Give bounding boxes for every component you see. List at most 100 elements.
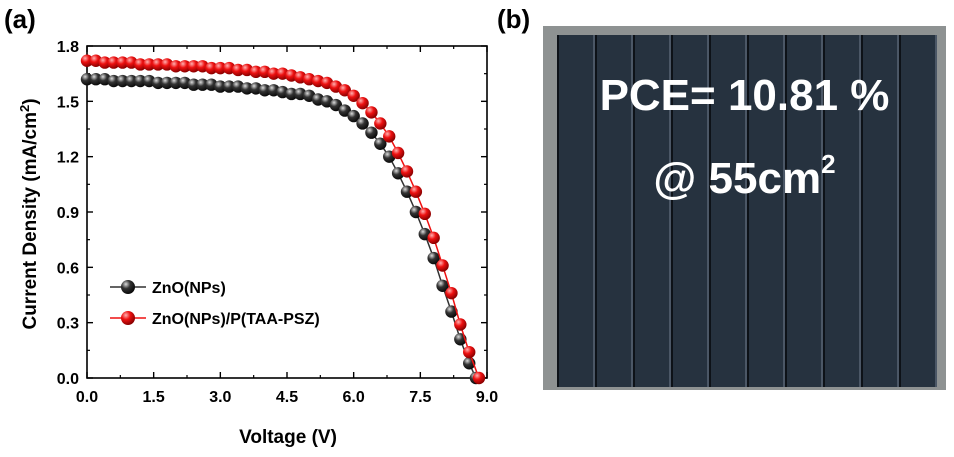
data-point-series-0 (89, 73, 103, 86)
data-point-series-1 (356, 96, 369, 110)
data-point-series-1 (418, 207, 431, 221)
y-axis-label-sup: 2 (17, 105, 32, 112)
data-point-series-0 (223, 80, 236, 93)
jv-chart: Current Density (mA/cm2) Voltage (V) 0.0… (17, 39, 498, 448)
y-tick-label: 0.6 (57, 260, 79, 277)
data-point-series-0 (400, 185, 414, 198)
y-tick-label: 0.3 (57, 316, 79, 333)
data-point-series-0 (160, 76, 174, 90)
y-axis-label: Current Density (mA/cm2) (17, 98, 41, 329)
y-tick-label: 1.5 (57, 94, 79, 111)
data-point-series-1 (427, 231, 440, 245)
cell-strip (671, 35, 709, 387)
data-point-series-1 (187, 60, 200, 73)
cell-strip (785, 35, 823, 387)
x-tick-label: 1.5 (143, 389, 165, 406)
data-point-series-0 (80, 73, 94, 86)
data-point-series-1 (374, 117, 387, 130)
data-point-series-0 (134, 74, 147, 88)
data-point-series-1 (134, 58, 147, 71)
data-point-series-1 (178, 60, 191, 73)
data-point-series-0 (427, 251, 440, 265)
data-point-series-1 (98, 56, 111, 69)
legend-marker-0 (121, 280, 135, 294)
data-point-series-1 (454, 318, 467, 331)
data-point-series-0 (125, 74, 138, 88)
series-line-0 (87, 78, 477, 379)
cell-strip (557, 35, 595, 387)
y-tick-label: 1.8 (57, 39, 79, 56)
series-line-1 (87, 60, 480, 379)
cell-strip (595, 35, 633, 387)
cell-strip (709, 35, 747, 387)
x-tick-label: 6.0 (343, 389, 365, 406)
data-point-series-1 (383, 130, 396, 143)
x-tick-label: 9.0 (476, 389, 498, 406)
data-point-series-0 (214, 80, 227, 93)
data-point-series-0 (445, 305, 458, 318)
pce-area-text: @ 55cm (653, 154, 822, 203)
x-axis-label: Voltage (V) (239, 427, 337, 448)
data-point-series-0 (240, 82, 254, 95)
data-point-series-1 (151, 58, 165, 71)
data-point-series-0 (107, 74, 120, 88)
data-point-series-0 (116, 74, 129, 88)
data-point-series-1 (445, 286, 458, 300)
data-point-series-1 (409, 185, 423, 198)
data-point-series-0 (258, 84, 271, 97)
x-tick-label: 0.0 (76, 389, 98, 406)
data-point-series-1 (472, 371, 486, 385)
data-point-series-1 (169, 60, 183, 73)
x-tick-label: 3.0 (209, 389, 231, 406)
svg-text:Current Density (mA/cm2): Current Density (mA/cm2) (17, 98, 41, 329)
cell-strip (861, 35, 899, 387)
pce-area-sup: 2 (821, 149, 836, 179)
data-point-series-1 (347, 89, 360, 103)
legend-marker-1 (121, 311, 135, 325)
legend-label-0: ZnO(NPs) (152, 280, 226, 297)
data-point-series-0 (187, 78, 200, 91)
data-point-series-0 (356, 117, 369, 130)
data-point-series-1 (80, 54, 94, 67)
data-point-series-0 (151, 76, 165, 90)
x-tick-label: 4.5 (276, 389, 298, 406)
data-point-series-0 (196, 78, 209, 91)
data-point-series-1 (267, 67, 280, 80)
data-point-series-1 (249, 65, 263, 79)
cell-strip (899, 35, 937, 387)
x-tick-label: 7.5 (409, 389, 431, 406)
data-point-series-1 (107, 56, 120, 69)
cell-strip (747, 35, 785, 387)
data-point-series-1 (231, 63, 245, 77)
pce-value: PCE= 10.81 % (599, 71, 890, 120)
data-point-series-0 (436, 279, 449, 292)
data-point-series-1 (338, 84, 351, 97)
y-tick-label: 0.9 (57, 205, 79, 222)
data-point-series-1 (205, 61, 218, 75)
data-point-series-0 (329, 98, 343, 112)
data-point-series-1 (214, 61, 227, 75)
pce-area: @ 55cm2 (543, 138, 946, 205)
data-point-series-0 (169, 76, 183, 90)
data-point-series-1 (365, 106, 378, 119)
y-axis-label-close: ) (20, 98, 41, 104)
data-point-series-1 (436, 259, 449, 272)
cell-strip (823, 35, 861, 387)
data-point-series-0 (285, 87, 298, 101)
solar-cell-array (557, 35, 937, 387)
data-point-series-1 (391, 146, 405, 160)
data-point-series-1 (463, 345, 476, 359)
data-point-series-0 (338, 104, 351, 117)
panel-label-a: (a) (4, 4, 36, 34)
cell-strip (633, 35, 671, 387)
legend-label-1: ZnO(NPs)/P(TAA-PSZ) (152, 311, 320, 328)
y-axis-label-main: Current Density (mA/cm (20, 112, 41, 330)
data-point-series-1 (143, 58, 156, 71)
data-point-series-0 (365, 126, 378, 139)
data-point-series-0 (347, 109, 360, 123)
data-point-series-1 (116, 56, 129, 69)
y-tick-label: 0.0 (57, 371, 79, 388)
y-tick-label: 1.2 (57, 150, 79, 167)
data-point-series-0 (374, 137, 387, 150)
panel-label-b: (b) (497, 4, 531, 34)
